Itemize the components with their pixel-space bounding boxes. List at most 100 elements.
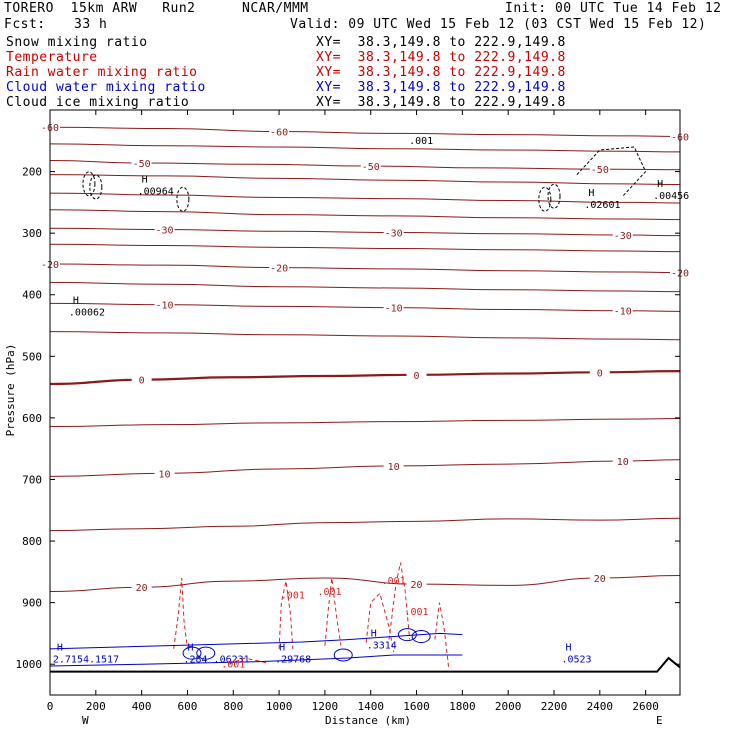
legend-cloud-ice-xy: XY= 38.3,149.8 to 222.9,149.8: [316, 95, 566, 110]
header-valid: Valid: 09 UTC Wed 15 Feb 12 (03 CST Wed …: [290, 17, 707, 32]
temperature-contour-label: -10: [385, 304, 403, 315]
snow-contour: [89, 174, 103, 200]
snow-contour: [547, 183, 561, 209]
contour-label-bg: [269, 261, 290, 273]
temperature-contour: [49, 243, 681, 253]
contour-label-bg: [383, 459, 404, 471]
cloud-water-cell: [397, 628, 417, 642]
temperature-contour: [49, 418, 681, 428]
cloud-water-contour: [49, 654, 463, 667]
x-tick-label: 600: [178, 700, 198, 713]
temperature-contour: [49, 209, 681, 221]
contour-value-label: .001: [382, 576, 406, 587]
temperature-contour: [49, 263, 681, 274]
x-tick-label: 1200: [312, 700, 339, 713]
high-value: .00062: [69, 307, 105, 318]
rain-contour: [324, 577, 342, 646]
contour-value-label: .001: [221, 659, 245, 670]
x-tick-label: 2000: [495, 700, 522, 713]
contour-label-bg: [269, 125, 290, 137]
high-marker: H: [371, 629, 377, 640]
high-marker: H: [279, 643, 285, 654]
contour-label-bg: [360, 160, 381, 172]
contour-label-bg: [131, 581, 152, 593]
contour-label-bg: [383, 301, 404, 313]
temperature-contour-label: -10: [614, 307, 632, 318]
contour-label-bg: [154, 223, 175, 235]
y-axis-label: Pressure (hPa): [4, 344, 17, 437]
y-tick-label: 200: [22, 166, 42, 179]
y-tick-label: 800: [22, 535, 42, 548]
y-tick-label: 600: [22, 412, 42, 425]
contour-label-bg: [154, 298, 175, 310]
contour-label-bg: [612, 229, 633, 241]
snow-contour: [176, 186, 190, 212]
header-model: TORERO 15km ARW Run2: [4, 1, 196, 16]
contour-label-bg: [383, 226, 404, 238]
cloud-water-cell: [333, 648, 353, 662]
x-tick-label: 0: [47, 700, 54, 713]
temperature-contour-label: -20: [270, 264, 288, 275]
legend-cloud-ice-label: Cloud ice mixing ratio: [6, 95, 190, 110]
contour-label-bg: [589, 366, 610, 378]
high-marker: H: [187, 643, 193, 654]
rain-contour: [228, 657, 268, 665]
x-tick-label: 1600: [403, 700, 430, 713]
temperature-contour: [49, 369, 681, 386]
temperature-contour: [49, 331, 681, 341]
header-init: Init: 00 UTC Tue 14 Feb 12: [505, 1, 722, 16]
contour-label-bg: [406, 578, 427, 590]
high-value: .0523: [561, 655, 591, 666]
contour-label-bg: [154, 467, 175, 479]
rain-contour: [434, 602, 450, 668]
high-marker: H: [73, 295, 79, 306]
high-value: .00456: [653, 191, 689, 202]
temperature-contour: [49, 174, 681, 186]
temperature-contour: [49, 143, 681, 153]
temperature-contour-label: -10: [156, 301, 174, 312]
temperature-contour-label: -50: [362, 162, 380, 173]
high-value: .284 .06231: [183, 655, 249, 666]
high-value: .00964: [138, 187, 174, 198]
temperature-contour: [49, 302, 681, 312]
high-marker: H: [57, 643, 63, 654]
y-tick-label: 900: [22, 597, 42, 610]
x-tick-label: 200: [86, 700, 106, 713]
y-tick-label: 1000: [16, 658, 43, 671]
contour-label-bg: [131, 373, 152, 385]
contour-label-bg: [612, 304, 633, 316]
x-tick-label: 2600: [632, 700, 659, 713]
legend-temperature-label: Temperature: [6, 50, 98, 65]
contour-label-bg: [589, 163, 610, 175]
rain-contour: [388, 562, 411, 640]
high-value: 2.7154.1517: [53, 655, 119, 666]
x-tick-label: 2200: [541, 700, 568, 713]
temperature-contour-label: -60: [270, 128, 288, 139]
high-value: .02601: [584, 200, 620, 211]
snow-contour: [538, 186, 552, 212]
x-tick-label: 1400: [357, 700, 384, 713]
high-value: .29768: [275, 655, 311, 666]
temperature-contour-label: 0: [139, 376, 145, 387]
legend-cloud-water-label: Cloud water mixing ratio: [6, 80, 206, 95]
x-tick-label: 1800: [449, 700, 476, 713]
header-fcst-value: 33 h: [74, 17, 108, 32]
temperature-contour-label: -30: [156, 225, 174, 236]
legend-temperature-xy: XY= 38.3,149.8 to 222.9,149.8: [316, 50, 566, 65]
west-label: W: [82, 714, 89, 727]
x-tick-label: 2400: [587, 700, 614, 713]
temperature-contour-label: -30: [614, 231, 632, 242]
temperature-contour-label: 20: [136, 583, 148, 594]
header-org: NCAR/MMM: [242, 1, 309, 16]
temperature-contour-label: 0: [414, 371, 420, 382]
cloud-water-cell: [182, 646, 202, 660]
high-value: .3314: [367, 641, 397, 652]
x-tick-label: 1000: [266, 700, 293, 713]
legend-snow-label: Snow mixing ratio: [6, 35, 148, 50]
snow-contour: [82, 171, 96, 197]
temperature-contour-label: 20: [594, 574, 606, 585]
y-tick-label: 700: [22, 473, 42, 486]
east-label: E: [656, 714, 663, 727]
contour-value-label: .001: [281, 590, 305, 601]
